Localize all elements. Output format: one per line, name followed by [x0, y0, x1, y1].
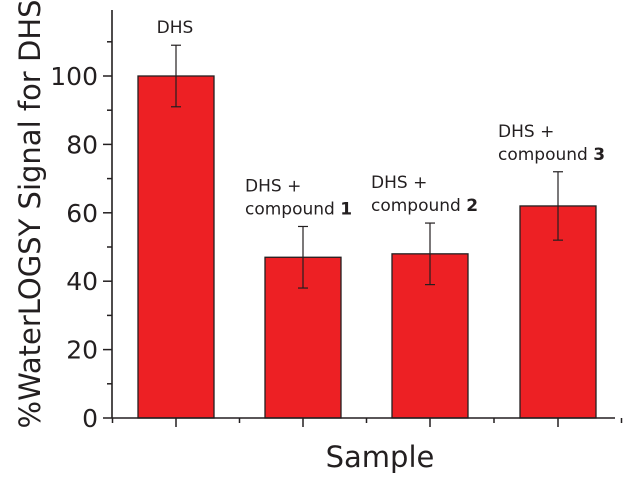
bar-label-2: DHS +: [245, 176, 301, 196]
y-tick-label: 40: [66, 267, 98, 296]
bar-4: [519, 205, 597, 419]
y-tick-label: 100: [50, 62, 98, 91]
bar-label-text: compound: [498, 145, 593, 165]
compound-number: 2: [466, 196, 478, 216]
bar-label-3: compound 2: [371, 196, 478, 216]
y-tick-label: 60: [66, 199, 98, 228]
y-tick-label: 80: [66, 130, 98, 159]
error-bar-2: [298, 225, 308, 289]
bar-label-3: DHS +: [371, 173, 427, 193]
bar-1: [137, 75, 215, 419]
bar-label-text: DHS +: [245, 176, 301, 196]
error-bar-4: [553, 171, 563, 241]
bar-label-1: DHS: [157, 18, 194, 38]
compound-number: 3: [593, 145, 605, 165]
y-axis-title: %WaterLOGSY Signal for DHS: [13, 0, 47, 428]
bar-labels-group: DHS DHS + compound 1 DHS + compound 2 DHS + co…: [157, 18, 605, 219]
bar-label-text: compound: [371, 196, 466, 216]
x-ticks-group: [111, 418, 623, 427]
error-bar-1: [171, 44, 181, 108]
error-bar-3: [425, 222, 435, 286]
y-ticks-group: 0 20 40 60 80 100: [50, 41, 112, 433]
bar-label-4: DHS +: [498, 122, 554, 142]
compound-number: 1: [340, 199, 352, 219]
bar-label-text: DHS +: [498, 122, 554, 142]
bar-label-2: compound 1: [245, 199, 352, 219]
error-bars-group: [171, 44, 563, 289]
bar-label-text: DHS +: [371, 173, 427, 193]
bar-label-text: compound: [245, 199, 340, 219]
y-tick-label: 20: [66, 336, 98, 365]
bar-label-4: compound 3: [498, 145, 605, 165]
bar-label-text: DHS: [157, 18, 194, 38]
x-axis-title: Sample: [326, 440, 435, 474]
y-tick-label: 0: [82, 404, 98, 433]
